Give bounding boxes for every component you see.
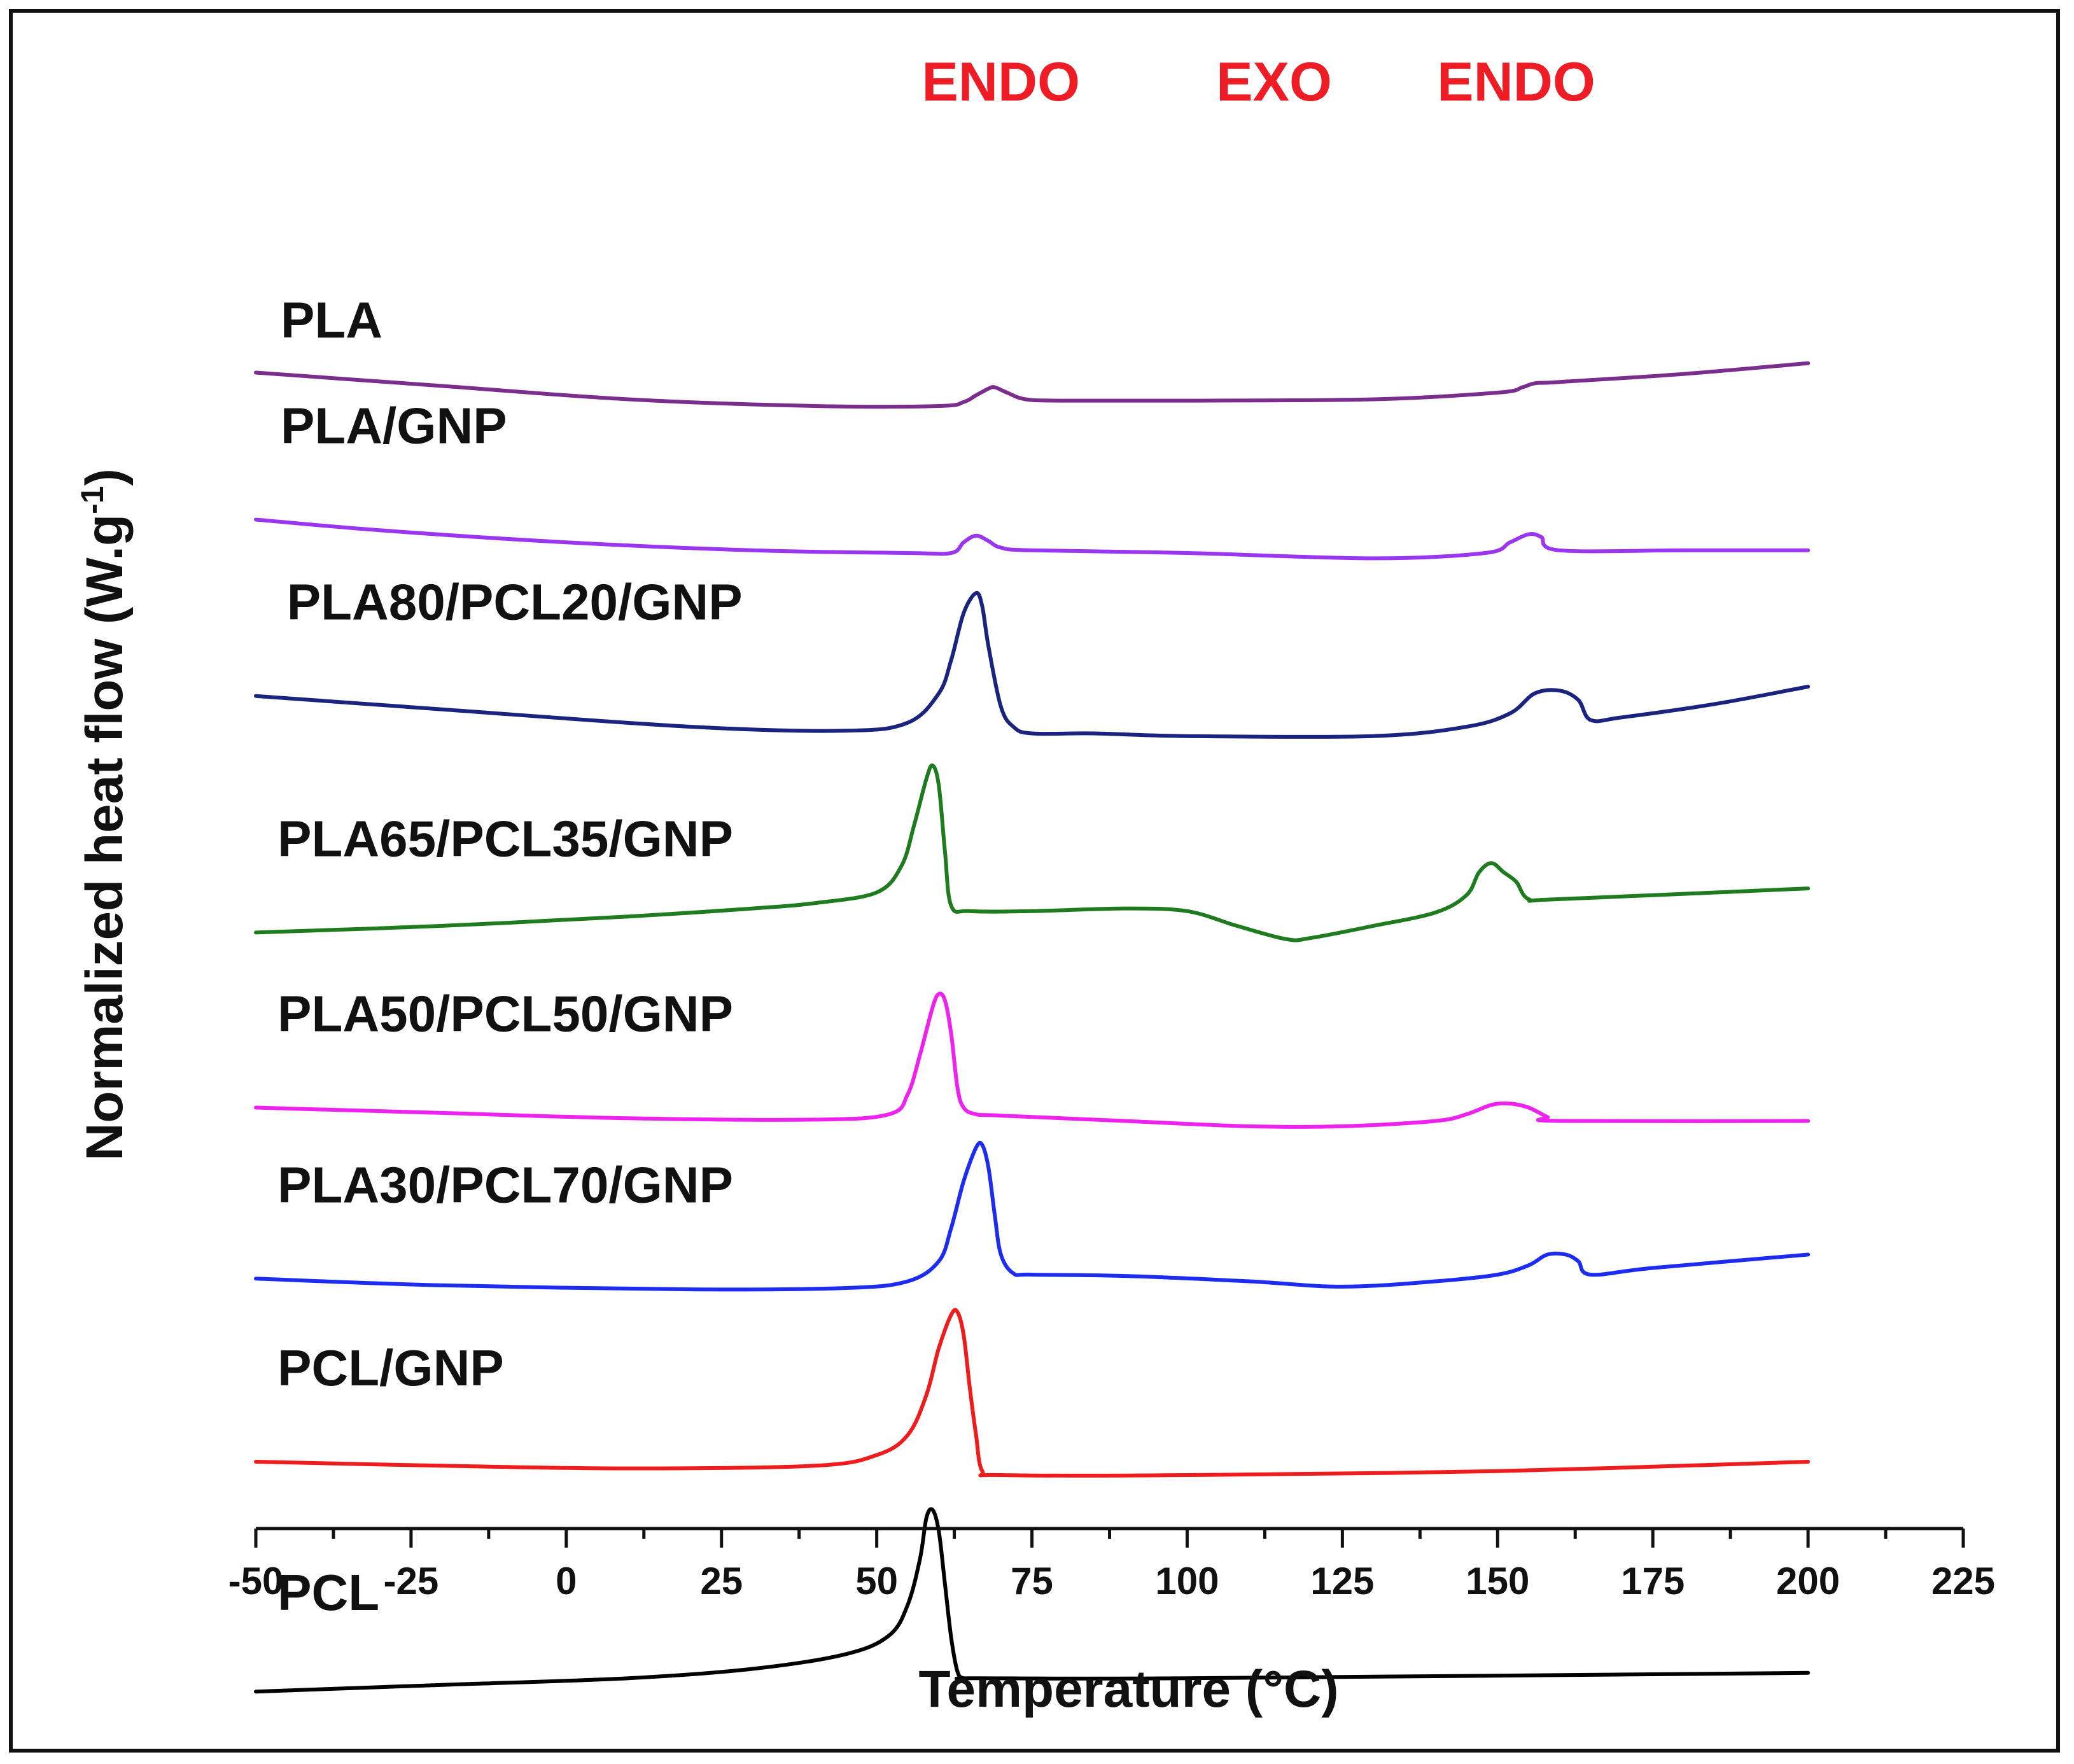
x-tick-label: 175	[1621, 1560, 1685, 1602]
figure-frame	[9, 9, 2060, 1753]
series-line-pla65-pcl35-gnp	[254, 763, 1811, 942]
x-tick-label: 25	[700, 1560, 743, 1602]
region-label-endo: ENDO	[1437, 52, 1595, 113]
y-axis-title-close: )	[76, 468, 134, 486]
x-tick-label: 100	[1155, 1560, 1219, 1602]
series-labels: PLA PLA/GNP PLA80/PCL20/GNP PLA65/PCL35/GNP…	[277, 292, 742, 1621]
series-line-pla50-pcl50-gnp	[254, 991, 1811, 1129]
series-label: PLA50/PCL50/GNP	[277, 986, 733, 1042]
x-tick-label: 50	[855, 1560, 898, 1602]
y-axis-title-sup: -1	[74, 486, 110, 514]
x-tick-label: 75	[1011, 1560, 1053, 1602]
series-line-pcl	[254, 1507, 1811, 1694]
x-tick-label: 125	[1310, 1560, 1374, 1602]
x-tick-label: 225	[1931, 1560, 1995, 1602]
x-tick-label: -50	[228, 1560, 284, 1602]
x-ticks: -50 -25 0 25 50 75 100 125 150 175 200 225	[228, 1529, 1995, 1602]
series-label: PLA	[281, 292, 382, 349]
x-tick-label: 200	[1776, 1560, 1840, 1602]
x-axis-title: Temperature (°C)	[918, 1660, 1338, 1718]
x-axis: -50 -25 0 25 50 75 100 125 150 175 200 225	[228, 1527, 1995, 1602]
y-axis-title: Normalized heat flow (W.g-1)	[74, 468, 134, 1161]
y-axis-title-main: Normalized heat flow (W.g	[76, 514, 134, 1161]
x-tick-label: 0	[556, 1560, 577, 1602]
series-line-pcl-gnp	[254, 1308, 1811, 1478]
region-label-exo: EXO	[1216, 52, 1332, 113]
series-label: PCL	[277, 1564, 379, 1621]
region-labels: ENDO EXO ENDO	[922, 52, 1595, 113]
x-tick-label: 150	[1466, 1560, 1529, 1602]
series-label: PLA30/PCL70/GNP	[277, 1156, 733, 1213]
region-label-endo: ENDO	[922, 52, 1080, 113]
series-curves	[254, 361, 1811, 1694]
series-label: PCL/GNP	[277, 1340, 504, 1396]
series-line-pla80-pcl20-gnp	[254, 591, 1811, 739]
x-tick-label: -25	[384, 1560, 439, 1602]
series-line-pla30-pcl70-gnp	[254, 1140, 1811, 1292]
series-line-pla	[254, 361, 1811, 409]
series-label: PLA/GNP	[281, 398, 507, 454]
series-label: PLA80/PCL20/GNP	[287, 574, 743, 631]
series-label: PLA65/PCL35/GNP	[277, 810, 733, 867]
series-line-pla-gnp	[254, 517, 1811, 561]
